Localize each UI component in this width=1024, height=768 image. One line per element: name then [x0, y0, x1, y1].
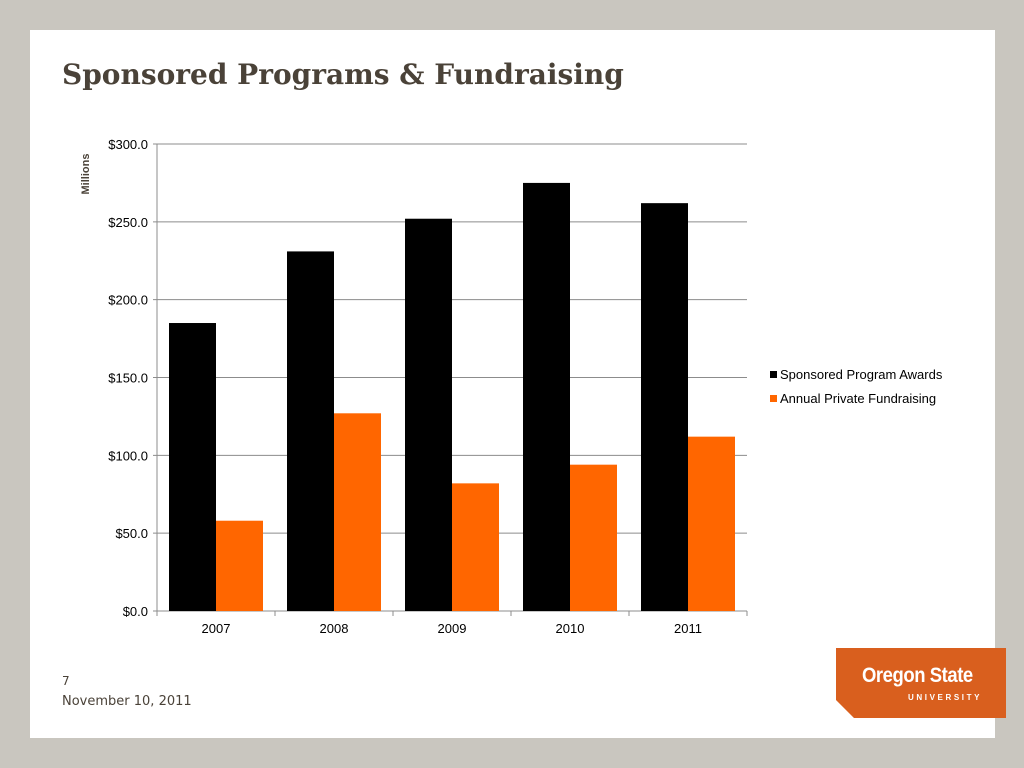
y-tick-label: $0.0 — [123, 604, 148, 619]
bar-sponsored-awards — [169, 323, 216, 611]
bar-sponsored-awards — [287, 251, 334, 611]
y-tick-label: $300.0 — [108, 137, 148, 152]
oregon-state-logo: Oregon State UNIVERSITY — [836, 648, 1006, 718]
bar-private-fundraising — [688, 436, 735, 611]
bar-private-fundraising — [570, 464, 617, 611]
x-tick-label: 2007 — [202, 621, 231, 636]
logo-subtitle: UNIVERSITY — [908, 693, 983, 702]
legend-label: Sponsored Program Awards — [780, 367, 943, 382]
x-tick-label: 2010 — [556, 621, 585, 636]
bar-sponsored-awards — [405, 218, 452, 611]
bar-chart: $0.0 $50.0 $100.0 $150.0 $200.0 $250.0 $300.0 M… — [80, 137, 943, 636]
slide-number: 7 — [62, 674, 70, 688]
legend-swatch — [770, 395, 777, 402]
bar-private-fundraising — [334, 413, 381, 611]
logo-wordmark: Oregon State — [862, 664, 973, 687]
bar-private-fundraising — [452, 483, 499, 611]
legend-swatch — [770, 371, 777, 378]
x-tick-label: 2009 — [438, 621, 467, 636]
legend-label: Annual Private Fundraising — [780, 391, 936, 406]
slide: Sponsored Programs & Fundraising $0.0 $50… — [30, 30, 1006, 738]
logo-badge: Oregon State UNIVERSITY — [836, 648, 1006, 718]
slide-title: Sponsored Programs & Fundraising — [62, 58, 624, 91]
y-tick-label: $200.0 — [108, 293, 148, 308]
slide-date: November 10, 2011 — [62, 694, 192, 709]
y-tick-label: $150.0 — [108, 371, 148, 386]
y-tick-label: $100.0 — [108, 448, 148, 463]
x-tick-label: 2008 — [320, 621, 349, 636]
bar-sponsored-awards — [523, 182, 570, 611]
y-axis-label: Millions — [80, 154, 92, 195]
y-tick-label: $50.0 — [115, 526, 148, 541]
bar-private-fundraising — [216, 520, 263, 611]
y-tick-label: $250.0 — [108, 215, 148, 230]
x-tick-label: 2011 — [674, 621, 702, 636]
bar-sponsored-awards — [641, 203, 688, 612]
